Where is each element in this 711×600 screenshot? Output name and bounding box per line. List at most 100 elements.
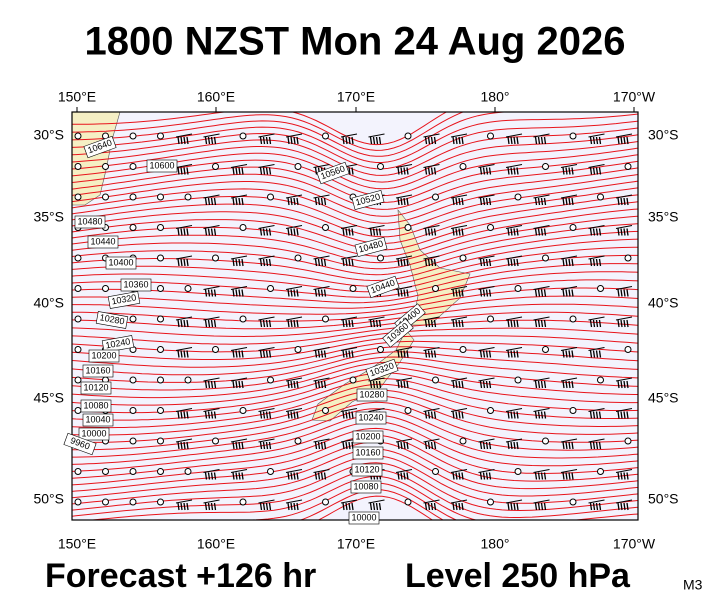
barb-station [432, 193, 439, 201]
wind-barb [478, 255, 495, 267]
barb-feather [259, 502, 263, 511]
barb-feather [186, 441, 189, 450]
barb-station [129, 376, 137, 384]
barb-staff [450, 377, 468, 382]
contour-label: 10120 [80, 381, 112, 395]
barb-station [74, 163, 82, 170]
barb-feather [595, 502, 599, 511]
barb-feather [183, 319, 186, 328]
barb-feather [623, 289, 626, 297]
barb-feather [430, 258, 434, 267]
wind-barb [258, 255, 275, 267]
wind-barb [157, 346, 164, 353]
barb-station [184, 193, 192, 201]
barb-staff [533, 225, 550, 229]
wind-barb [597, 193, 604, 201]
barb-feather [626, 319, 629, 328]
wind-barb [74, 468, 82, 475]
barb-feather [290, 472, 293, 480]
barb-staff [423, 408, 440, 412]
barb-feather [369, 319, 373, 328]
barb-feather [433, 136, 437, 145]
barb-station [377, 254, 384, 262]
barb-feather [378, 136, 382, 145]
barb-feather [424, 411, 428, 419]
barb-staff [340, 133, 358, 138]
barb-feather [320, 258, 324, 267]
barb-feather [207, 380, 211, 389]
barb-feather [232, 380, 235, 389]
wind-barb [478, 194, 495, 206]
barb-feather [461, 197, 464, 206]
wind-barb [478, 438, 495, 450]
wind-barb [450, 194, 468, 206]
barb-feather [537, 136, 541, 145]
wind-barb [459, 437, 467, 445]
barb-feather [488, 472, 492, 480]
wind-barb [615, 499, 633, 511]
barb-feather [372, 502, 376, 511]
barb-feather [207, 136, 211, 145]
barb-feather [268, 411, 272, 419]
barb-feather [235, 380, 238, 389]
barb-feather [259, 350, 263, 358]
wind-barb [230, 438, 248, 450]
barb-feather [479, 380, 483, 389]
wind-barb [203, 316, 220, 328]
barb-feather [180, 258, 183, 267]
barb-feather [479, 289, 483, 297]
barb-feather [262, 167, 266, 175]
barb-feather [488, 380, 492, 389]
barb-station [404, 407, 412, 414]
barb-feather [186, 411, 189, 419]
wind-barb [542, 346, 549, 353]
wind-barb [505, 499, 523, 511]
barb-feather [626, 411, 629, 419]
barb-station [624, 346, 632, 353]
contour-label: 10000 [348, 511, 380, 525]
barb-feather [232, 472, 235, 480]
wind-barb [478, 377, 495, 389]
barb-staff [478, 438, 495, 443]
barb-feather [433, 228, 437, 236]
barb-feather [571, 167, 574, 175]
barb-station [404, 224, 412, 231]
wind-barb [478, 286, 495, 297]
wind-barb [313, 194, 330, 206]
label-box [82, 364, 114, 378]
barb-feather [595, 350, 599, 358]
barb-feather [296, 289, 299, 297]
barb-feather [543, 411, 547, 419]
barb-feather [232, 350, 235, 358]
barb-staff [175, 164, 193, 168]
barb-feather [290, 136, 293, 145]
barb-feather [372, 228, 376, 236]
barb-station [294, 346, 302, 353]
barb-staff [588, 347, 605, 351]
barb-feather [617, 289, 620, 297]
barb-feather [510, 136, 513, 145]
barb-feather [177, 502, 180, 511]
label-text: 10320 [111, 292, 137, 306]
barb-feather [568, 167, 571, 175]
barb-feather [617, 228, 620, 236]
label-box [354, 236, 388, 258]
contour-label: 10280 [356, 388, 388, 402]
barb-feather [235, 472, 238, 480]
wind-barb [377, 254, 384, 262]
wind-barb [175, 133, 193, 145]
barb-staff [478, 194, 495, 199]
label-box [316, 161, 350, 185]
barb-feather [348, 319, 351, 328]
barb-feather [485, 197, 489, 206]
barb-feather [213, 502, 217, 511]
barb-feather [479, 472, 483, 480]
lat-label: 40°S [33, 295, 64, 311]
label-text: 10280 [99, 312, 125, 326]
barb-feather [265, 136, 269, 145]
wind-barb [203, 469, 220, 480]
barb-feather [204, 502, 208, 511]
barb-feather [323, 472, 327, 480]
barb-station [102, 193, 109, 201]
barb-feather [372, 380, 376, 389]
